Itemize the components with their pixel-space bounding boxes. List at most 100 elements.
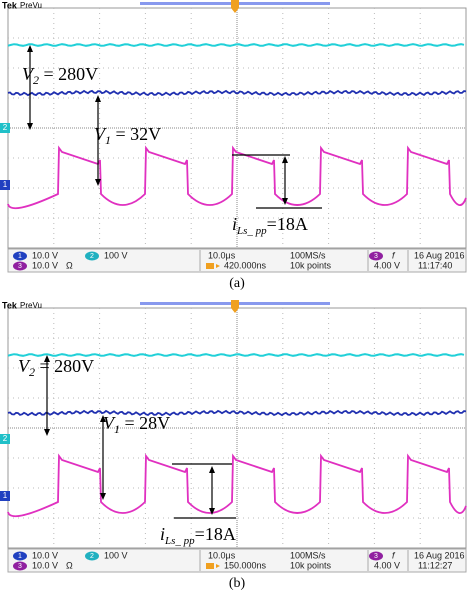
sample-rate: 100MS/s xyxy=(290,550,326,560)
ch3-scale: 10.0 V xyxy=(32,260,58,270)
arrow-head xyxy=(100,415,106,422)
blue-trace xyxy=(7,409,467,417)
channel-chip xyxy=(369,251,383,261)
annotation-value: =18A xyxy=(267,214,308,234)
channel-number: 1 xyxy=(18,553,22,560)
channel-number: 3 xyxy=(374,253,378,260)
channel-marker-box xyxy=(0,491,10,501)
annotation-subscript: 2 xyxy=(33,73,39,87)
annotation-value: =18A xyxy=(195,524,236,544)
annotation: V1 = 32V xyxy=(94,124,161,147)
delay: 150.000ns xyxy=(224,560,267,570)
channel-chip xyxy=(13,561,27,571)
channel-chip xyxy=(85,551,99,561)
ch3-unit: Ω xyxy=(66,260,73,270)
channel-marker: 2 xyxy=(3,434,8,443)
annotation-symbol: V xyxy=(18,356,31,376)
channel-chip xyxy=(13,251,27,261)
arrow-head xyxy=(282,156,288,163)
arrow-head xyxy=(44,429,50,436)
date: 16 Aug 2016 xyxy=(414,250,465,260)
brand: Tek xyxy=(2,300,18,310)
magenta-trace xyxy=(7,453,467,518)
arrow-head xyxy=(95,179,101,186)
cyan-trace xyxy=(7,353,465,357)
delay-icon xyxy=(206,263,220,269)
annotation-value: = 28V xyxy=(120,413,170,433)
annotation: V1 = 28V xyxy=(103,413,170,436)
annotation-subscript: 2 xyxy=(29,365,35,379)
annotation-value: = 280V xyxy=(35,356,94,376)
arrow-head xyxy=(27,123,33,130)
record-length: 10k points xyxy=(290,260,332,270)
caption: (a) xyxy=(229,276,245,291)
channel-marker-box xyxy=(0,434,10,444)
channel-number: 2 xyxy=(90,253,94,260)
channel-number: 2 xyxy=(90,553,94,560)
arrow-head xyxy=(44,355,50,362)
trigger-level: 4.00 V xyxy=(374,560,400,570)
trigger-slope: f xyxy=(392,550,396,560)
record-length: 10k points xyxy=(290,560,332,570)
trigger-marker xyxy=(231,0,239,13)
channel-marker-box xyxy=(0,180,10,190)
mode: PreVu xyxy=(20,1,42,10)
date: 16 Aug 2016 xyxy=(414,550,465,560)
channel-chip xyxy=(13,551,27,561)
channel-marker: 1 xyxy=(3,180,8,189)
ch2-scale: 100 V xyxy=(104,550,128,560)
caption: (b) xyxy=(229,576,246,591)
ch3-unit: Ω xyxy=(66,560,73,570)
arrow-head xyxy=(100,493,106,500)
mode: PreVu xyxy=(20,301,42,310)
ch3-scale: 10.0 V xyxy=(32,560,58,570)
channel-marker: 1 xyxy=(3,491,8,500)
annotation-symbol: i xyxy=(232,214,237,234)
channel-number: 1 xyxy=(18,253,22,260)
arrow-head xyxy=(282,198,288,205)
channel-number: 3 xyxy=(374,553,378,560)
annotation-symbol: V xyxy=(103,413,116,433)
annotation: iLs_ pp=18A xyxy=(160,524,236,546)
trigger-marker xyxy=(231,300,239,313)
blue-trace xyxy=(7,89,467,97)
status-bg xyxy=(7,248,467,273)
annotation-symbol: V xyxy=(22,64,35,84)
arrow-head xyxy=(209,508,215,515)
annotation: V2 = 280V xyxy=(22,64,98,87)
annotation-subscript: Ls_ pp xyxy=(164,535,195,547)
channel-chip xyxy=(13,261,27,271)
timebase: 10.0μs xyxy=(208,250,236,260)
time: 11:12:27 xyxy=(418,560,452,570)
channel-number: 3 xyxy=(18,263,22,270)
status-bg xyxy=(7,548,467,573)
timebase: 10.0μs xyxy=(208,550,236,560)
annotation: iLs_ pp=18A xyxy=(232,214,308,236)
arrow-head xyxy=(209,466,215,473)
sample-rate: 100MS/s xyxy=(290,250,326,260)
annotation-subscript: 1 xyxy=(105,133,111,147)
annotation-value: = 32V xyxy=(111,124,161,144)
annotation-subscript: Ls_ pp xyxy=(236,225,267,237)
annotation-symbol: V xyxy=(94,124,107,144)
annotation-subscript: 1 xyxy=(114,422,120,436)
delay: 420.000ns xyxy=(224,260,267,270)
annotation: V2 = 280V xyxy=(18,356,94,379)
channel-marker: 2 xyxy=(3,123,8,132)
trigger-level: 4.00 V xyxy=(374,260,400,270)
time: 11:17:40 xyxy=(418,260,452,270)
ch1-scale: 10.0 V xyxy=(32,550,58,560)
channel-chip xyxy=(369,551,383,561)
ch2-scale: 100 V xyxy=(104,250,128,260)
ch1-scale: 10.0 V xyxy=(32,250,58,260)
annotation-value: = 280V xyxy=(39,64,98,84)
channel-chip xyxy=(85,251,99,261)
magenta-trace xyxy=(7,145,467,210)
channel-marker-box xyxy=(0,123,10,133)
